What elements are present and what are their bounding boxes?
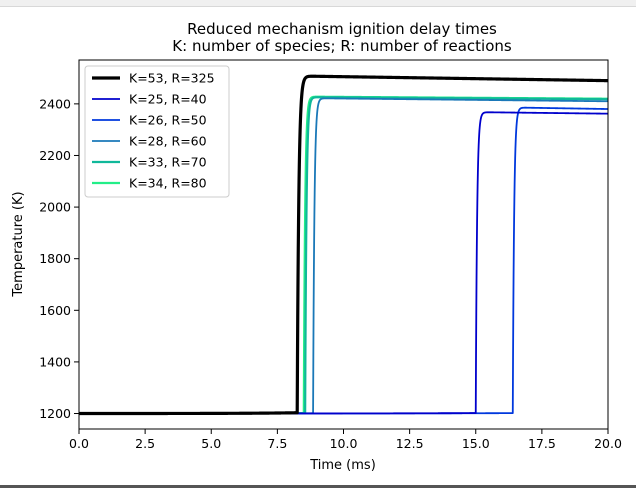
series-lines (79, 74, 608, 416)
legend-label: K=28, R=60 (129, 134, 207, 149)
x-tick-label: 10.0 (330, 436, 358, 451)
legend-label: K=25, R=40 (129, 92, 207, 107)
legend-label: K=26, R=50 (129, 113, 207, 128)
x-axis-label: Time (ms) (309, 458, 376, 473)
legend-label: K=53, R=325 (129, 71, 215, 86)
window-bottom-bar (0, 485, 636, 488)
y-axis-label: Temperature (K) (11, 191, 26, 297)
chart-subtitle: K: number of species; R: number of react… (172, 37, 512, 55)
window-top-bar (0, 0, 636, 7)
x-tick-label: 0.0 (69, 436, 89, 451)
y-tick-label: 2400 (39, 96, 71, 111)
y-axis-ticks: 1200 1400 1600 1800 2000 2200 2400 (39, 96, 79, 421)
x-tick-label: 20.0 (594, 436, 622, 451)
y-tick-label: 1400 (39, 354, 71, 369)
x-tick-label: 5.0 (201, 436, 221, 451)
chart-title: Reduced mechanism ignition delay times (187, 20, 497, 38)
x-tick-label: 2.5 (135, 436, 155, 451)
legend-frame (84, 65, 230, 198)
x-tick-label: 17.5 (528, 436, 556, 451)
y-tick-label: 1600 (39, 303, 71, 318)
legend: K=53, R=325 K=25, R=40 K=26, R=50 K=28, R=6… (84, 65, 230, 198)
y-tick-label: 2200 (39, 148, 71, 163)
y-tick-label: 2000 (39, 200, 71, 215)
x-tick-label: 7.5 (267, 436, 287, 451)
series-line (79, 74, 608, 416)
y-tick-label: 1800 (39, 251, 71, 266)
legend-label: K=34, R=80 (129, 176, 207, 191)
x-tick-label: 15.0 (462, 436, 490, 451)
y-tick-label: 1200 (39, 406, 71, 421)
legend-label: K=33, R=70 (129, 155, 207, 170)
x-axis-ticks: 0.0 2.5 5.0 7.5 10.0 12.5 15.0 17.5 20.0 (69, 429, 622, 451)
x-tick-label: 12.5 (396, 436, 424, 451)
